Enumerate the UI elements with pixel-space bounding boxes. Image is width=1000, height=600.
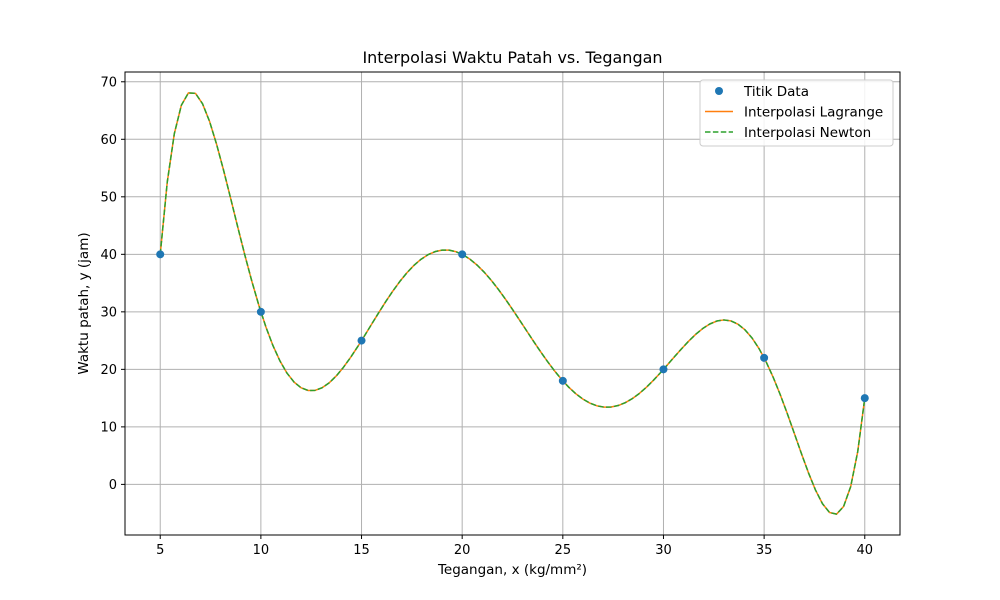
plot-series [156,92,869,515]
grid [125,72,900,535]
data-point [458,250,467,259]
x-tick-label: 40 [856,543,873,558]
interpolasi-newton-line [159,92,866,515]
data-point [760,353,769,362]
x-tick-label: 25 [555,543,572,558]
x-tick-label: 30 [655,543,672,558]
y-tick-label: 70 [100,75,117,90]
legend: Titik Data Interpolasi Lagrange Interpolas… [699,79,894,147]
legend-box [699,79,894,147]
y-tick-label: 10 [100,420,117,435]
y-tick-label: 60 [100,133,117,148]
y-tick-label: 20 [100,363,117,378]
legend-label: Titik Data [743,84,809,100]
legend-label: Interpolasi Newton [744,125,871,141]
x-axis-title: Tegangan, x (kg/mm²) [437,562,587,578]
x-tick-label: 15 [353,543,370,558]
plot-frame [124,71,901,536]
x-tick-label: 5 [156,543,164,558]
data-point [256,307,265,316]
data-point [659,365,668,374]
y-axis-title: Waktu patah, y (jam) [76,232,92,374]
axis-ticks: 5 10 15 20 25 30 35 40 0 10 20 30 40 50 60 70 [100,75,873,558]
legend-label: Interpolasi Lagrange [744,104,883,120]
data-point [860,394,869,403]
data-point [156,250,165,259]
legend-marker-titik-data [715,87,723,95]
y-tick-label: 40 [100,248,117,263]
y-tick-label: 30 [100,305,117,320]
x-tick-label: 10 [253,543,270,558]
chart-title: Interpolasi Waktu Patah vs. Tegangan [362,48,662,67]
y-tick-label: 50 [100,190,117,205]
x-tick-label: 35 [756,543,773,558]
data-point [558,376,567,385]
x-tick-label: 20 [454,543,471,558]
data-point [357,336,366,345]
y-tick-label: 0 [109,478,117,493]
